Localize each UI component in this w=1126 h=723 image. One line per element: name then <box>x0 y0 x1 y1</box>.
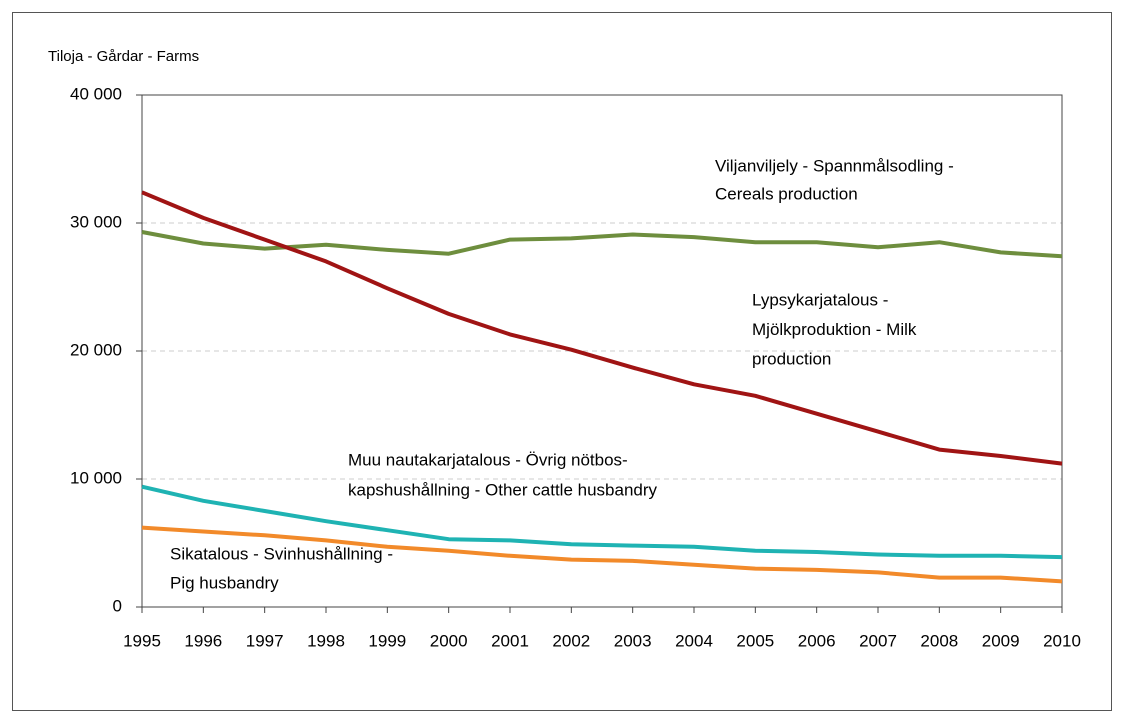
x-tick-label: 1996 <box>184 631 222 650</box>
x-tick-label: 2009 <box>982 631 1020 650</box>
x-tick-label: 2002 <box>552 631 590 650</box>
series-label: Mjölkproduktion - Milk <box>752 320 917 339</box>
x-tick-label: 1997 <box>246 631 284 650</box>
series-label: production <box>752 349 831 368</box>
x-tick-label: 1998 <box>307 631 345 650</box>
x-tick-label: 2003 <box>614 631 652 650</box>
y-tick-label: 10 000 <box>70 468 122 487</box>
series-label: Cereals production <box>715 184 858 203</box>
x-tick-label: 2001 <box>491 631 529 650</box>
x-tick-label: 2007 <box>859 631 897 650</box>
x-tick-label: 1999 <box>368 631 406 650</box>
series-line <box>141 525 1063 584</box>
y-tick-label: 30 000 <box>70 212 122 231</box>
x-tick-label: 1995 <box>123 631 161 650</box>
y-tick-label: 40 000 <box>70 84 122 103</box>
x-tick-label: 2010 <box>1043 631 1081 650</box>
series-label: kapshushållning - Other cattle husbandry <box>348 480 658 499</box>
series-label: Lypsykarjatalous - <box>752 290 888 309</box>
y-tick-label: 0 <box>113 596 122 615</box>
chart-border <box>12 12 1112 711</box>
x-tick-label: 2006 <box>798 631 836 650</box>
series-label: Sikatalous - Svinhushållning - <box>170 544 393 563</box>
y-tick-label: 20 000 <box>70 340 122 359</box>
series-line <box>141 190 1063 466</box>
y-axis-label: Tiloja - Gårdar - Farms <box>48 48 199 65</box>
x-tick-label: 2004 <box>675 631 713 650</box>
series-line <box>141 484 1063 560</box>
x-tick-label: 2000 <box>430 631 468 650</box>
x-tick-label: 2008 <box>920 631 958 650</box>
x-tick-label: 2005 <box>736 631 774 650</box>
series-label: Muu nautakarjatalous - Övrig nötbos- <box>348 450 628 469</box>
series-label: Pig husbandry <box>170 573 279 592</box>
series-line <box>141 230 1063 259</box>
plot-frame <box>141 94 1063 608</box>
series-label: Viljanviljely - Spannmålsodling - <box>715 156 954 175</box>
